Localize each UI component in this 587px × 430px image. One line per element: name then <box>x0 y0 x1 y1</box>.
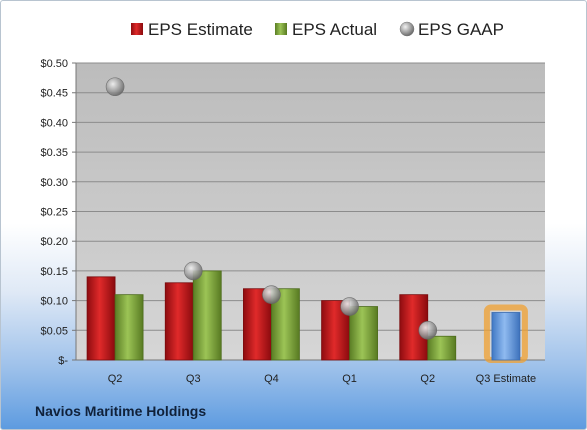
y-axis: $- $0.05 $0.10 $0.15 $0.20 $0.25 $0.30 $0.35 $0.… <box>40 58 77 367</box>
y-tick-label: $0.15 <box>40 266 68 278</box>
x-axis: Q2 Q3 Q4 Q1 Q2 Q3 Estimate <box>108 373 536 385</box>
bar-eps-actual <box>114 294 144 361</box>
x-tick-label: Q1 <box>342 373 357 385</box>
legend-label: EPS GAAP <box>418 20 504 39</box>
gaap-marker <box>418 320 438 340</box>
y-tick-label: $0.20 <box>40 236 68 248</box>
gridlines <box>76 62 545 361</box>
x-tick-label: Q2 <box>420 373 435 385</box>
legend-swatch <box>131 23 143 35</box>
bar-eps-estimate <box>164 282 194 361</box>
company-name: Navios Maritime Holdings <box>35 403 207 419</box>
y-tick-label: $0.45 <box>40 88 68 100</box>
y-tick-label: $0.35 <box>40 147 68 159</box>
gaap-marker <box>340 297 359 316</box>
x-tick-label: Q4 <box>264 373 279 385</box>
legend: EPS Estimate EPS Actual EPS GAAP <box>131 20 504 39</box>
x-tick-label: Q2 <box>108 373 123 385</box>
y-tick-label: $0.05 <box>40 325 68 337</box>
legend-label: EPS Estimate <box>148 20 253 39</box>
gaap-markers <box>105 77 438 340</box>
bar-eps-actual <box>192 270 222 361</box>
gaap-marker <box>183 261 203 281</box>
bar-eps-actual <box>427 335 457 361</box>
bar-eps-actual <box>349 306 378 361</box>
x-tick-label: Q3 <box>186 373 201 385</box>
y-tick-label: $- <box>58 355 68 367</box>
bar-q3-estimate <box>491 312 521 361</box>
bars <box>86 270 528 364</box>
legend-swatch <box>275 23 287 35</box>
gaap-marker <box>105 77 125 97</box>
x-tick-label: Q3 Estimate <box>476 373 537 385</box>
legend-label: EPS Actual <box>292 20 377 39</box>
y-tick-label: $0.10 <box>40 296 68 308</box>
y-tick-label: $0.40 <box>40 117 68 129</box>
legend-swatch <box>399 21 415 37</box>
y-tick-label: $0.25 <box>40 207 68 219</box>
gaap-marker <box>262 285 281 304</box>
y-tick-label: $0.30 <box>40 177 68 189</box>
y-tick-label: $0.50 <box>40 58 68 70</box>
bar-eps-estimate <box>86 276 116 361</box>
